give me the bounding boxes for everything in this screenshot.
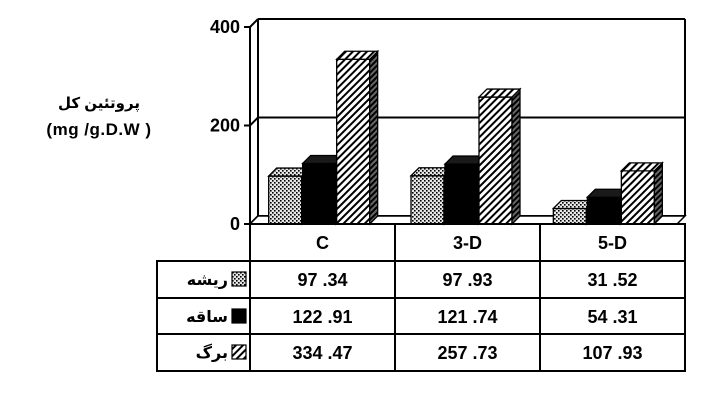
bar-top (619, 162, 664, 172)
data-label: 107 .93 (582, 343, 642, 363)
table-body (156, 260, 686, 372)
bar-hatch-3-D (477, 87, 522, 226)
bar-side (653, 161, 663, 226)
category-label-C: C (316, 233, 329, 253)
gridline-depth-200 (249, 116, 259, 127)
bar-top (477, 88, 522, 98)
category-label-3-D: 3-D (453, 233, 482, 253)
bar-side (369, 49, 379, 226)
bar-side (511, 87, 521, 226)
bar-front (552, 207, 587, 225)
bar-top (335, 50, 380, 60)
data-label: 334 .47 (292, 343, 352, 363)
legend-swatch-hatch (231, 344, 247, 360)
data-label: 121 .74 (437, 307, 497, 327)
legend-label: برگ (196, 343, 228, 362)
data-label: 97 .93 (442, 270, 492, 290)
data-label: 97 .34 (297, 270, 347, 290)
y-axis-label-unit: (mg /g.D.W ) (46, 120, 152, 139)
bar-front (444, 163, 479, 225)
legend-label: ریشه (187, 270, 228, 289)
bar-front (410, 175, 445, 225)
gridline-depth-400 (249, 18, 259, 28)
bar-hatch-5-D (619, 161, 664, 226)
data-label: 122 .91 (292, 307, 352, 327)
data-label: 31 .52 (587, 270, 637, 290)
category-label-5-D: 5-D (598, 233, 627, 253)
bar-front (586, 196, 621, 225)
y-tick-label: 400 (210, 17, 240, 37)
bar-front (478, 96, 513, 225)
bar-front (336, 58, 371, 225)
data-label: 257 .73 (437, 343, 497, 363)
legend-label: ساقه (186, 307, 228, 326)
y-tick-label: 0 (230, 214, 240, 234)
bar-hatch-C (335, 49, 380, 226)
data-label: 54 .31 (587, 307, 637, 327)
bar-front (268, 175, 303, 225)
legend-swatch-solid (231, 308, 247, 324)
bar-front (302, 162, 337, 225)
legend-swatch-dots (231, 271, 247, 287)
y-tick-label: 200 (210, 116, 240, 136)
y-axis-label-persian: پروتئین کل (58, 95, 140, 112)
bar-front (620, 170, 655, 225)
